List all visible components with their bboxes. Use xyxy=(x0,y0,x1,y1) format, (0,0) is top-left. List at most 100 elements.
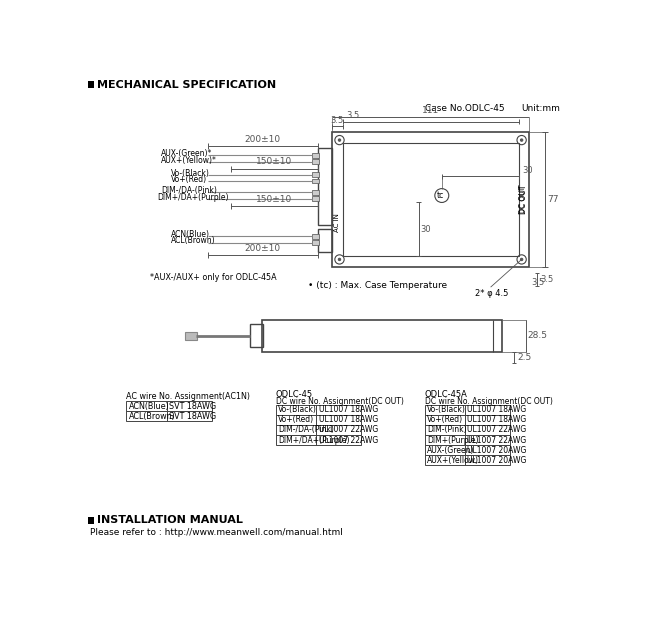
Text: DC OUT: DC OUT xyxy=(520,186,526,213)
Text: AUX+(Yellow)*: AUX+(Yellow)* xyxy=(161,156,217,165)
Text: 3.5: 3.5 xyxy=(540,275,553,284)
Text: DIM-(Pink): DIM-(Pink) xyxy=(427,425,467,435)
Text: 77: 77 xyxy=(547,195,559,204)
Text: SVT 18AWG: SVT 18AWG xyxy=(169,412,216,420)
Bar xyxy=(276,425,316,435)
Text: ODLC-45: ODLC-45 xyxy=(276,389,313,399)
Text: Vo+(Red): Vo+(Red) xyxy=(427,415,463,424)
Bar xyxy=(88,517,94,524)
Text: 3.5: 3.5 xyxy=(531,278,544,287)
Text: • (tc) : Max. Case Temperature: • (tc) : Max. Case Temperature xyxy=(308,281,448,290)
Text: INSTALLATION MANUAL: INSTALLATION MANUAL xyxy=(97,515,243,525)
Text: tc: tc xyxy=(437,191,444,200)
Bar xyxy=(312,240,320,245)
Text: DC OUT: DC OUT xyxy=(519,185,528,214)
Circle shape xyxy=(521,258,523,261)
Bar xyxy=(312,159,320,164)
Text: UL1007 20AWG: UL1007 20AWG xyxy=(468,455,527,465)
Bar xyxy=(425,445,465,455)
Text: UL1007 18AWG: UL1007 18AWG xyxy=(468,415,527,424)
Bar xyxy=(312,234,320,239)
Text: DC wire No. Assignment(DC OUT): DC wire No. Assignment(DC OUT) xyxy=(276,396,404,406)
Text: AUX-(Green): AUX-(Green) xyxy=(427,445,474,455)
Text: 28.5: 28.5 xyxy=(528,331,548,340)
Bar xyxy=(276,405,316,415)
Bar xyxy=(318,229,332,252)
Text: DIM+/DA+(Purple): DIM+/DA+(Purple) xyxy=(157,193,229,202)
Text: 30: 30 xyxy=(420,225,431,234)
Text: Vo+(Red): Vo+(Red) xyxy=(278,415,314,424)
Bar xyxy=(312,179,320,183)
Text: MECHANICAL SPECIFICATION: MECHANICAL SPECIFICATION xyxy=(97,80,276,90)
Text: 200±10: 200±10 xyxy=(245,135,281,144)
Text: UL1007 18AWG: UL1007 18AWG xyxy=(318,415,378,424)
Bar xyxy=(465,445,510,455)
Text: Case No.ODLC-45: Case No.ODLC-45 xyxy=(425,104,505,113)
Bar xyxy=(316,425,361,435)
Text: AUX+(Yellow): AUX+(Yellow) xyxy=(427,455,479,465)
Text: SVT 18AWG: SVT 18AWG xyxy=(169,402,216,411)
Bar xyxy=(262,320,502,352)
Text: UL1007 22AWG: UL1007 22AWG xyxy=(468,435,527,445)
Bar xyxy=(425,455,465,465)
Text: 200±10: 200±10 xyxy=(245,243,281,253)
Bar xyxy=(276,415,316,425)
Text: UL1007 22AWG: UL1007 22AWG xyxy=(318,425,378,435)
Bar xyxy=(127,411,167,421)
Bar xyxy=(167,411,212,421)
Bar xyxy=(465,405,510,415)
Text: ACN(Blue): ACN(Blue) xyxy=(129,402,170,411)
Text: ACN(Blue): ACN(Blue) xyxy=(172,230,210,239)
Bar xyxy=(184,332,197,340)
Text: *AUX-/AUX+ only for ODLC-45A: *AUX-/AUX+ only for ODLC-45A xyxy=(149,273,276,282)
Text: ACL(Brown): ACL(Brown) xyxy=(172,236,216,246)
Text: UL1007 22AWG: UL1007 22AWG xyxy=(318,435,378,445)
Bar xyxy=(312,197,320,201)
Bar xyxy=(332,132,529,267)
Circle shape xyxy=(338,258,340,261)
Text: DIM+(Purple): DIM+(Purple) xyxy=(427,435,478,445)
Bar xyxy=(425,425,465,435)
Bar xyxy=(312,153,320,158)
Text: 3.5: 3.5 xyxy=(346,111,360,120)
Bar xyxy=(167,401,212,411)
Bar xyxy=(312,172,320,177)
Text: ODLC-45A: ODLC-45A xyxy=(425,389,468,399)
Bar xyxy=(318,148,332,225)
Text: 30: 30 xyxy=(523,165,533,175)
Bar xyxy=(425,415,465,425)
Text: 2* φ 4.5: 2* φ 4.5 xyxy=(475,289,509,298)
Text: Vo-(Black): Vo-(Black) xyxy=(278,406,317,414)
Bar xyxy=(88,81,94,88)
Bar xyxy=(425,435,465,445)
Text: AUX-(Green)*: AUX-(Green)* xyxy=(161,149,212,159)
Bar xyxy=(465,455,510,465)
Text: Unit:mm: Unit:mm xyxy=(522,104,561,113)
Text: UL1007 20AWG: UL1007 20AWG xyxy=(468,445,527,455)
Text: Vo-(Black): Vo-(Black) xyxy=(172,169,210,178)
Bar xyxy=(342,143,519,256)
Text: 3.5: 3.5 xyxy=(330,116,344,124)
Bar xyxy=(465,425,510,435)
Text: AC wire No. Assignment(AC1N): AC wire No. Assignment(AC1N) xyxy=(127,392,251,401)
Text: UL1007 22AWG: UL1007 22AWG xyxy=(468,425,527,435)
Circle shape xyxy=(338,139,340,141)
Text: 111: 111 xyxy=(421,106,439,116)
Bar xyxy=(316,405,361,415)
Bar xyxy=(127,401,167,411)
Text: UL1007 18AWG: UL1007 18AWG xyxy=(318,406,378,414)
Text: Vo-(Black): Vo-(Black) xyxy=(427,406,466,414)
Bar xyxy=(316,415,361,425)
Text: UL1007 18AWG: UL1007 18AWG xyxy=(468,406,527,414)
Bar xyxy=(312,190,320,195)
Text: DIM-/DA-(Pink): DIM-/DA-(Pink) xyxy=(161,187,217,195)
Circle shape xyxy=(521,139,523,141)
Text: DIM-/DA-(Pink): DIM-/DA-(Pink) xyxy=(278,425,334,435)
Bar xyxy=(465,435,510,445)
Bar xyxy=(316,435,361,445)
Text: 150±10: 150±10 xyxy=(256,195,293,204)
Text: ACL(Brown): ACL(Brown) xyxy=(129,412,176,420)
Bar xyxy=(425,405,465,415)
Text: 150±10: 150±10 xyxy=(256,157,293,166)
Text: DIM+/DA+(Purple): DIM+/DA+(Purple) xyxy=(278,435,350,445)
